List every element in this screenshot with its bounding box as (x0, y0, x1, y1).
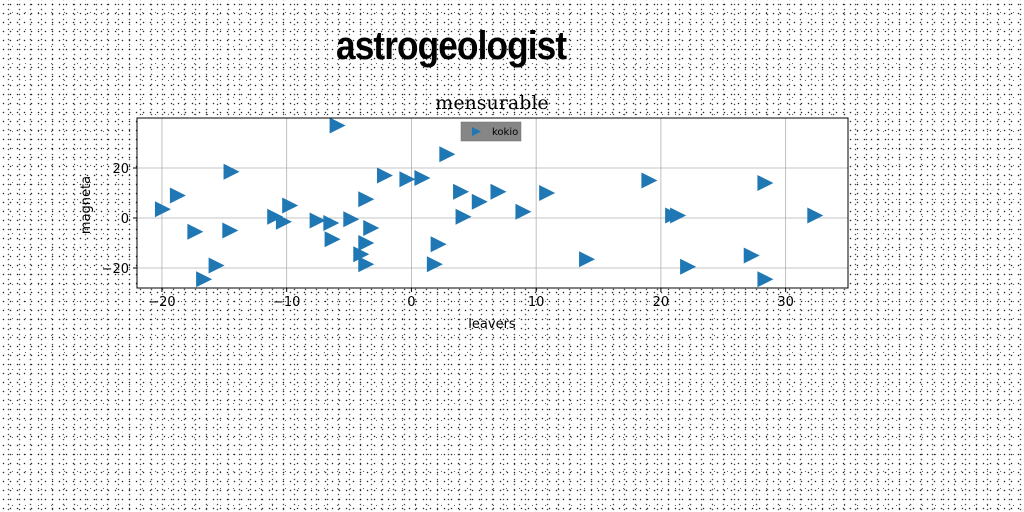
data-point (579, 251, 596, 268)
data-point (323, 215, 340, 231)
data-point (670, 207, 687, 224)
data-point (154, 201, 171, 218)
data-point (343, 211, 360, 228)
data-point (757, 175, 774, 191)
data-point (358, 191, 375, 208)
data-point (363, 220, 380, 236)
data-point (414, 170, 431, 186)
x-tick-label: 10 (528, 295, 545, 310)
y-axis-label: magneta (79, 176, 94, 234)
y-tick-label: −20 (102, 262, 129, 277)
legend-label: kokio (492, 127, 518, 138)
data-point (453, 183, 470, 200)
data-point (807, 207, 824, 224)
plot-frame (136, 117, 849, 289)
page-heading: astrogeologist (336, 24, 567, 68)
data-point (223, 163, 240, 180)
data-point (358, 256, 375, 273)
data-point (275, 213, 292, 230)
data-point (196, 271, 213, 288)
data-point (641, 172, 658, 189)
data-point (757, 271, 774, 288)
legend: kokio (460, 121, 522, 142)
data-points (154, 117, 824, 288)
x-tick-label: 0 (407, 295, 415, 310)
data-point (187, 223, 204, 240)
data-point (282, 197, 299, 214)
plot-area (137, 118, 848, 288)
y-tick-label: 0 (121, 212, 129, 227)
data-point (515, 203, 532, 220)
data-point (743, 247, 760, 264)
chart-title: mensurable (435, 92, 548, 114)
data-point (329, 117, 346, 134)
y-axis-ticks: −20 0 20 (102, 162, 137, 277)
data-point (490, 183, 507, 200)
x-tick-label: 30 (777, 295, 794, 310)
x-axis-label: leavers (468, 317, 516, 332)
data-point (309, 212, 326, 229)
data-point (208, 257, 225, 274)
data-point (680, 258, 697, 275)
x-tick-label: 20 (653, 295, 670, 310)
data-point (267, 208, 284, 225)
data-point (426, 256, 443, 273)
data-point (376, 167, 393, 184)
data-point (455, 208, 472, 225)
data-point (353, 246, 370, 263)
x-axis-ticks: −20 −10 0 10 20 30 (148, 288, 794, 310)
x-tick-label: −10 (273, 295, 300, 310)
legend-marker (472, 127, 481, 136)
data-point (222, 222, 239, 239)
x-tick-label: −20 (148, 295, 175, 310)
data-point (471, 193, 488, 210)
data-point (169, 187, 186, 204)
data-point (358, 235, 375, 251)
data-point (539, 185, 556, 201)
legend-box (460, 121, 522, 142)
data-point (324, 231, 341, 248)
data-point (399, 171, 416, 188)
y-tick-label: 20 (112, 162, 129, 177)
data-point (439, 146, 456, 163)
data-point (430, 236, 447, 253)
